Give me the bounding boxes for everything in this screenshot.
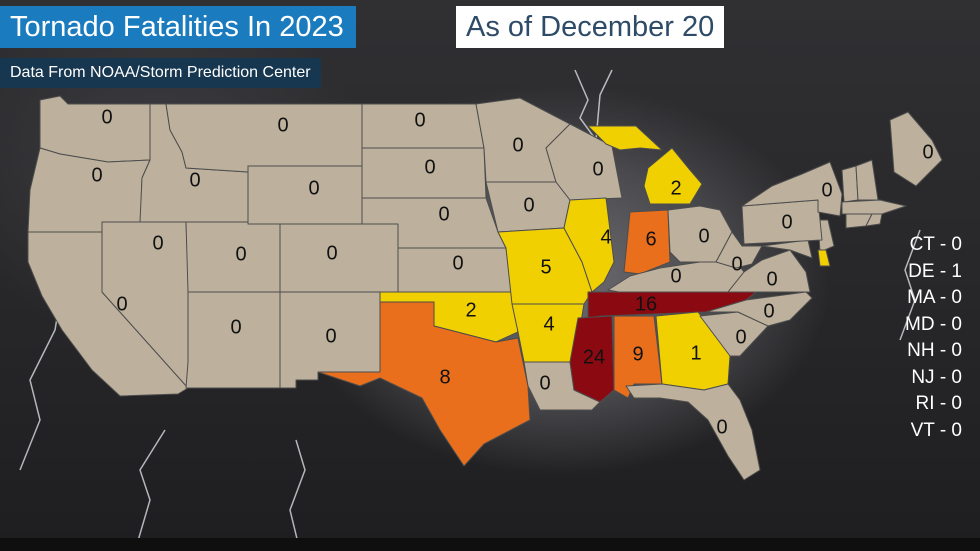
state-ga-value: 1	[690, 342, 701, 364]
state-fl-shape	[625, 383, 761, 481]
state-me-shape	[889, 111, 943, 187]
state-sc-shape	[699, 311, 769, 357]
state-co-value: 0	[326, 242, 337, 264]
state-tx-value: 8	[439, 366, 450, 388]
state-az-shape	[185, 291, 281, 389]
as-of-date: As of December 20	[456, 6, 725, 48]
state-pa-value: 0	[781, 211, 792, 233]
state-ne-value: 0	[438, 203, 449, 225]
state-me-value: 0	[922, 141, 933, 163]
state-wa-shape	[39, 95, 151, 163]
state-mo-value: 5	[540, 256, 551, 278]
data-source: Data From NOAA/Storm Prediction Center	[0, 58, 321, 88]
state-ca-value: 0	[116, 293, 127, 315]
small-state-nh: NH - 0	[907, 340, 962, 361]
new-jersey-shape	[817, 219, 835, 253]
state-nc-value: 0	[763, 300, 774, 322]
small-states-list: CT - 0 DE - 1 MA - 0 MD - 0 NH - 0 NJ - …	[872, 232, 962, 444]
state-wy-value: 0	[308, 177, 319, 199]
state-sd-value: 0	[424, 156, 435, 178]
state-nc-shape	[705, 291, 813, 327]
state-la-value: 0	[539, 372, 550, 394]
small-state-nj: NJ - 0	[911, 366, 962, 388]
state-tn-value: 16	[635, 293, 657, 315]
lightning-bolt	[134, 429, 166, 551]
state-ut-value: 0	[235, 243, 246, 265]
state-mt-value: 0	[277, 114, 288, 136]
state-or-shape	[27, 147, 151, 233]
state-mt-shape	[165, 103, 363, 173]
state-wv-value: 0	[731, 253, 742, 275]
state-ny-value: 0	[821, 179, 832, 201]
lightning-bolt	[574, 69, 613, 143]
map-title: Tornado Fatalities In 2023	[0, 6, 356, 48]
state-nd-value: 0	[414, 109, 425, 131]
state-wa-value: 0	[101, 106, 112, 128]
state-wv-shape	[715, 231, 763, 269]
small-state-md: MD - 0	[905, 313, 962, 335]
states-layer	[27, 95, 943, 481]
state-sc-value: 0	[735, 326, 746, 348]
vermont-shape	[841, 165, 859, 203]
state-ny-shape	[741, 161, 843, 217]
new-hampshire-shape	[855, 159, 879, 201]
small-state-ma: MA - 0	[907, 287, 962, 308]
state-oh-value: 0	[698, 225, 709, 247]
state-or-value: 0	[91, 164, 102, 186]
lightning-bolt	[899, 229, 921, 341]
state-ok-value: 2	[465, 299, 476, 321]
state-ky-value: 0	[670, 265, 681, 287]
state-ut-shape	[185, 221, 281, 293]
state-mi-shape	[587, 125, 703, 205]
state-al-shape	[613, 315, 663, 399]
state-wi-value: 0	[592, 158, 603, 180]
rhode-island-shape	[865, 213, 883, 227]
lightning-bolt	[289, 439, 306, 551]
state-nm-value: 0	[325, 325, 336, 347]
lightning-bolt	[19, 299, 61, 471]
state-mn-value: 0	[512, 134, 523, 156]
state-va-shape	[727, 249, 811, 293]
state-ms-shape	[569, 315, 615, 403]
state-ms-value: 24	[583, 346, 605, 368]
state-nv-value: 0	[152, 232, 163, 254]
small-state-ct: CT - 0	[909, 234, 962, 255]
state-ia-value: 0	[523, 194, 534, 216]
state-id-value: 0	[189, 169, 200, 191]
state-az-value: 0	[230, 316, 241, 338]
state-wy-shape	[247, 165, 363, 225]
state-in-shape	[623, 209, 671, 275]
state-ar-value: 4	[543, 313, 554, 335]
state-in-value: 6	[645, 228, 656, 250]
state-va-value: 0	[766, 268, 777, 290]
state-tx-shape	[317, 301, 531, 467]
ground-silhouette	[0, 538, 980, 551]
state-wi-shape	[545, 123, 623, 201]
state-al-value: 9	[632, 343, 643, 365]
small-state-vt: VT - 0	[910, 419, 962, 441]
state-il-shape	[563, 197, 615, 293]
small-state-ri: RI - 0	[915, 393, 962, 414]
small-state-de: DE - 1	[908, 260, 962, 282]
state-ks-value: 0	[452, 252, 463, 274]
state-co-shape	[279, 223, 399, 293]
delaware-shape	[817, 249, 831, 267]
massachusetts-shape	[841, 199, 907, 215]
state-mi-value: 2	[670, 177, 681, 199]
state-fl-value: 0	[716, 416, 727, 438]
state-il-value: 4	[600, 226, 611, 248]
